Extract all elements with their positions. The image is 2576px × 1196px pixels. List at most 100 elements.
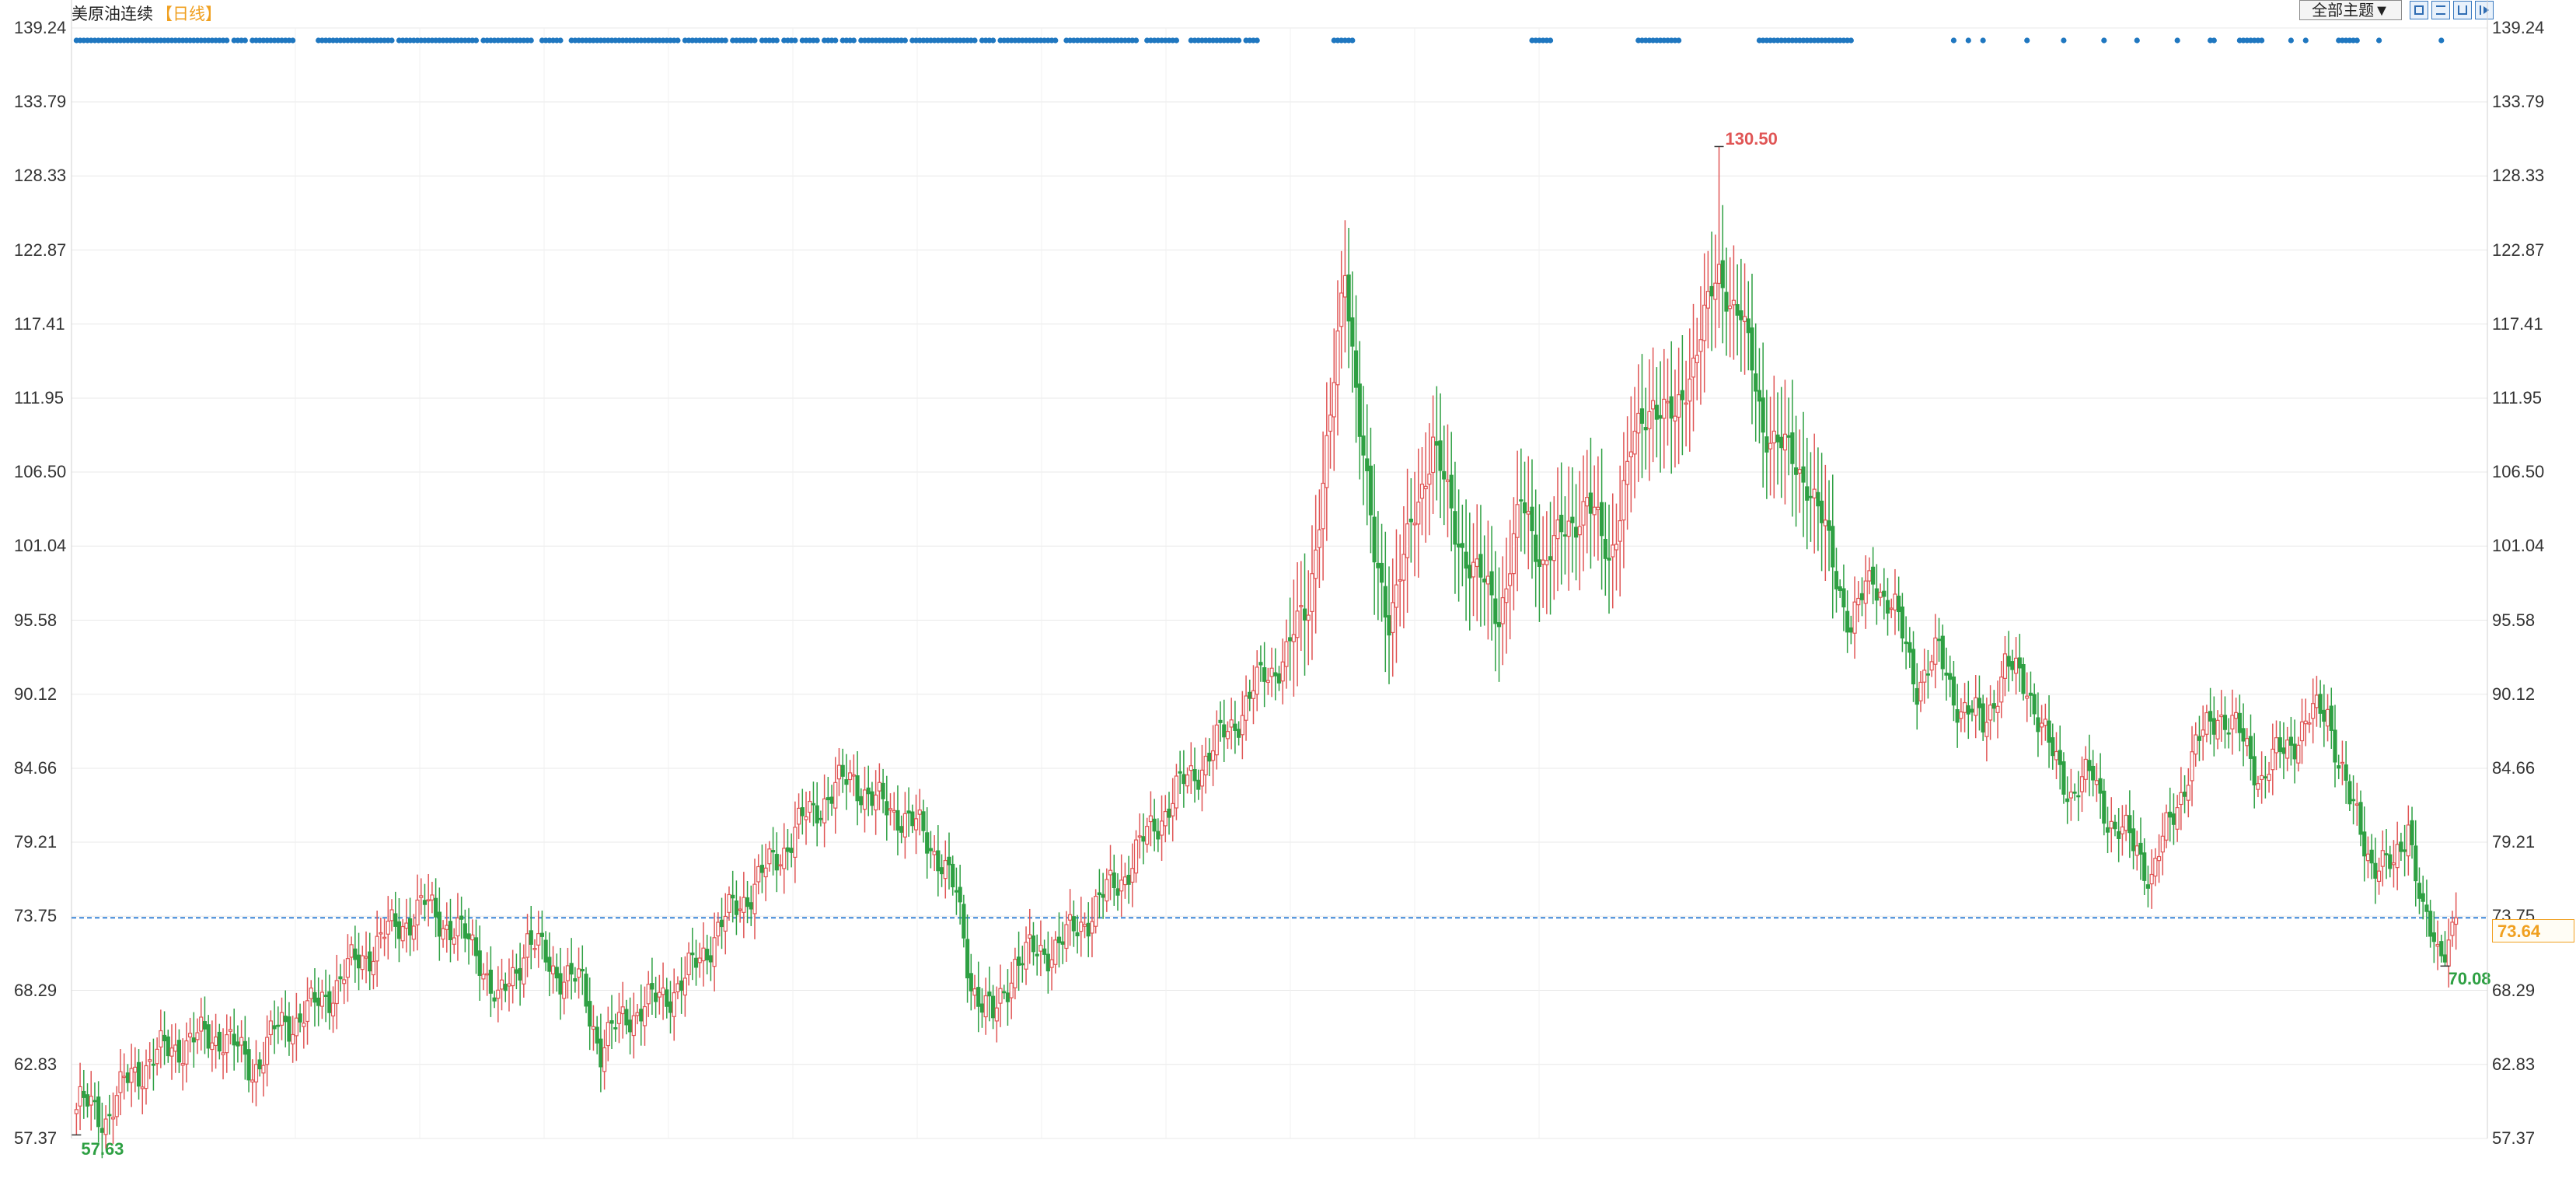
candle-body [1365,458,1370,471]
candle-body [1225,731,1230,740]
candle-body [1218,719,1223,723]
candle-body [866,787,871,795]
candle-body [1475,558,1479,568]
candle-body [206,1024,211,1049]
y-tick-label: 95.58 [2492,610,2536,630]
candle-body [1596,506,1600,511]
candle-body [1097,892,1101,896]
candle-body [485,973,490,976]
candle-body [1508,573,1513,586]
candle-body [1148,815,1154,823]
period-tag[interactable]: 【日线】 [156,5,222,23]
signal-dot [1349,37,1356,44]
candle-body [1108,869,1113,876]
candle-body [628,1019,633,1033]
candle-body [939,867,944,875]
candle-body [1754,373,1758,392]
y-tick-label: 62.83 [2492,1054,2536,1074]
candle-body [1871,566,1876,585]
candle-body [319,991,324,1007]
candle-body [855,775,860,802]
y-tick-label: 57.37 [2492,1128,2536,1148]
jump-latest-icon[interactable] [2475,1,2494,19]
candle-body [1570,516,1575,523]
candle-body [591,1026,596,1030]
candle-body [1970,708,1974,713]
candle-body [415,899,420,925]
candle-body [334,980,339,1005]
candle-body [1933,637,1938,665]
candle-body [921,811,926,831]
candle-body [539,932,545,937]
candle-body [1995,705,2000,713]
candle-body [642,1005,647,1026]
candle-body [693,957,699,968]
candle-body [176,1040,182,1063]
candle-body [1897,596,1901,613]
candle-body [1618,520,1622,542]
candle-body [1174,775,1179,809]
candle-body [844,779,849,785]
candle-body [1677,394,1681,418]
candle-body [2435,943,2440,947]
candle-body [1291,634,1296,642]
candle-body [2424,904,2429,912]
candle-body [1904,641,1908,645]
candle-body [2274,737,2279,754]
candle-body [1991,703,1996,709]
candle-body [2087,760,2092,771]
candle-body [932,851,937,855]
candle-body [2127,815,2132,834]
candle-body [917,810,922,815]
candle-body [1372,516,1377,563]
candle-body [1709,285,1714,297]
candle-body [1867,570,1872,582]
candle-body [756,866,761,883]
candle-body [606,1022,610,1047]
chart-mode-icon[interactable] [2453,1,2472,19]
candle-body [1859,593,1865,600]
candle-body [1167,808,1171,818]
candle-body [2340,761,2345,764]
candle-body [859,796,864,806]
candle-body [323,995,328,997]
signal-dot [1254,37,1260,44]
candle-body [665,989,669,1007]
candle-body [477,950,482,976]
candle-body [2002,653,2008,679]
fit-width-icon[interactable] [2431,1,2450,19]
candle-body [1680,390,1684,400]
signal-dot [2354,37,2360,44]
y-tick-label: 122.87 [2492,240,2545,260]
candle-body [543,939,548,963]
candle-body [609,1020,614,1024]
candle-body [525,933,530,958]
candle-body [558,973,563,995]
candle-body [360,955,365,970]
candle-body [1126,874,1131,885]
candle-body [836,764,842,780]
candle-body [199,1016,204,1032]
candle-body [1090,921,1094,934]
candle-body [342,979,347,984]
candle-body [1812,488,1817,498]
candle-body [734,900,739,915]
candle-body [511,967,515,987]
theme-dropdown[interactable]: 全部主题▼ [2299,0,2402,20]
candle-body [1094,896,1098,927]
fit-all-icon[interactable] [2410,1,2428,19]
candle-body [1643,427,1648,431]
candle-body [2190,751,2194,782]
candle-body [1548,556,1553,561]
candle-body [2098,778,2103,794]
candle-body [1101,894,1105,898]
candle-body [1178,771,1182,774]
signal-dot [850,37,857,44]
candle-body [122,1075,127,1079]
candle-body [1332,382,1336,418]
candle-body [2040,722,2044,728]
candle-body [103,1118,108,1135]
candle-body [679,980,684,991]
candle-body [1299,605,1304,607]
